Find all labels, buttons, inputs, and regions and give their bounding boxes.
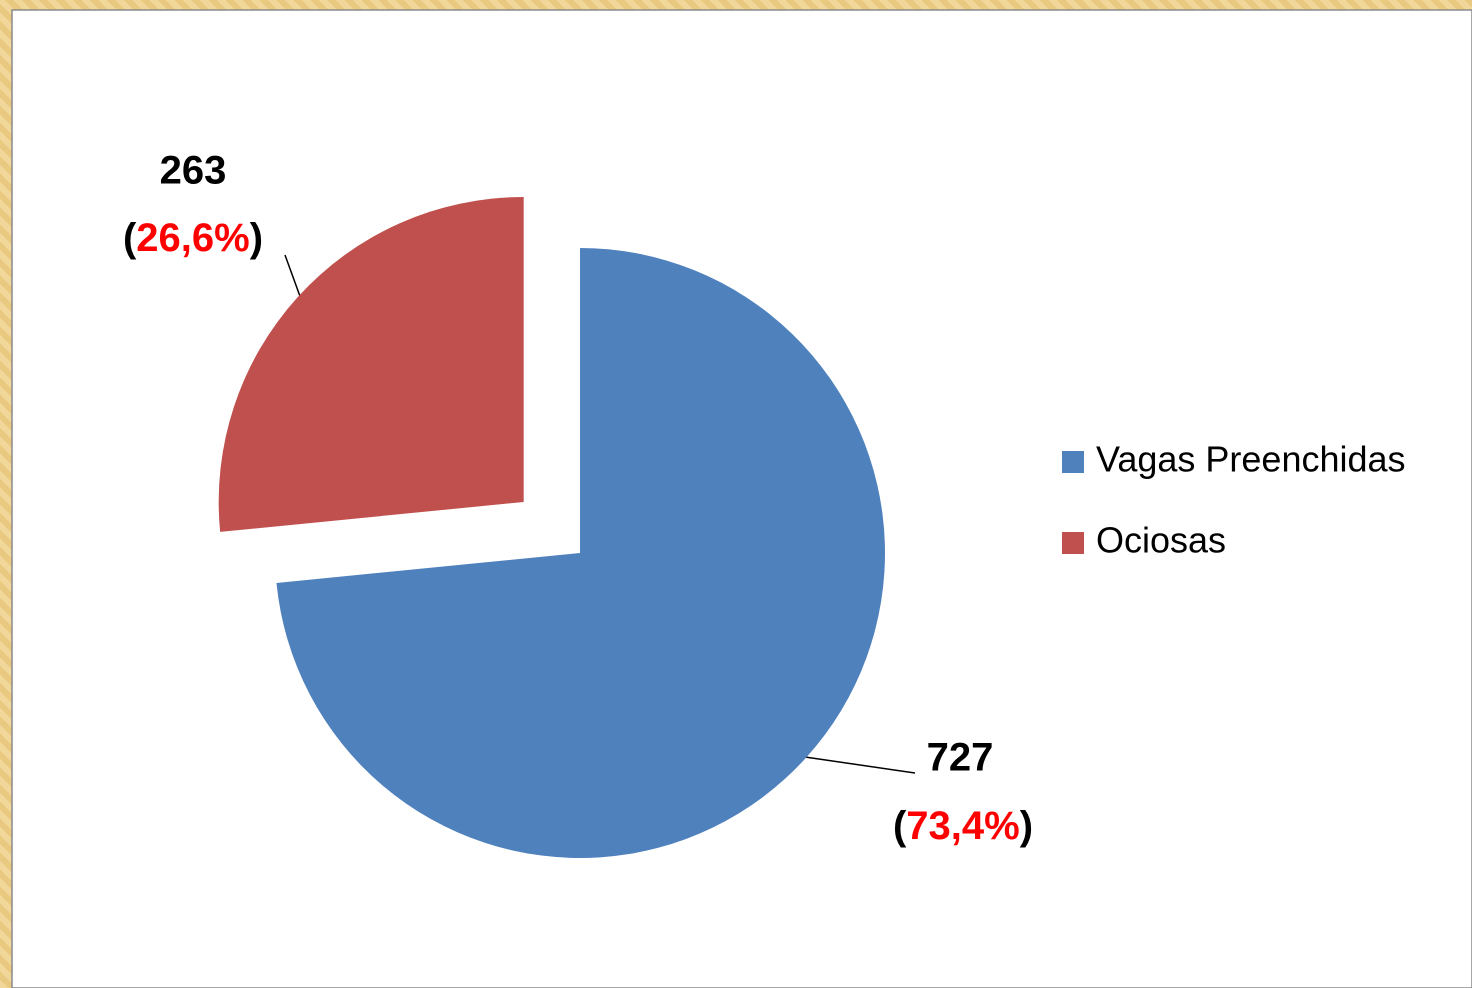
percent-label-part: ( [123,216,137,260]
leader-line [284,254,302,300]
value-label: 263 [160,149,227,193]
pie-slice [276,248,885,858]
percent-label-part: 73,4% [906,804,1019,848]
legend-swatch [1062,451,1084,473]
pie-slice [218,196,524,532]
percent-label: (26,6%) [123,216,263,260]
legend-swatch [1062,532,1084,554]
percent-label-part: ( [893,804,907,848]
percent-label-part: 26,6% [136,216,249,260]
value-label: 727 [927,736,994,780]
legend-label: Vagas Preenchidas [1096,439,1406,480]
percent-label-part: ) [1020,804,1033,848]
percent-label-part: ) [250,216,263,260]
percent-label: (73,4%) [893,804,1033,848]
legend-label: Ociosas [1096,520,1226,561]
leader-line [804,756,916,774]
